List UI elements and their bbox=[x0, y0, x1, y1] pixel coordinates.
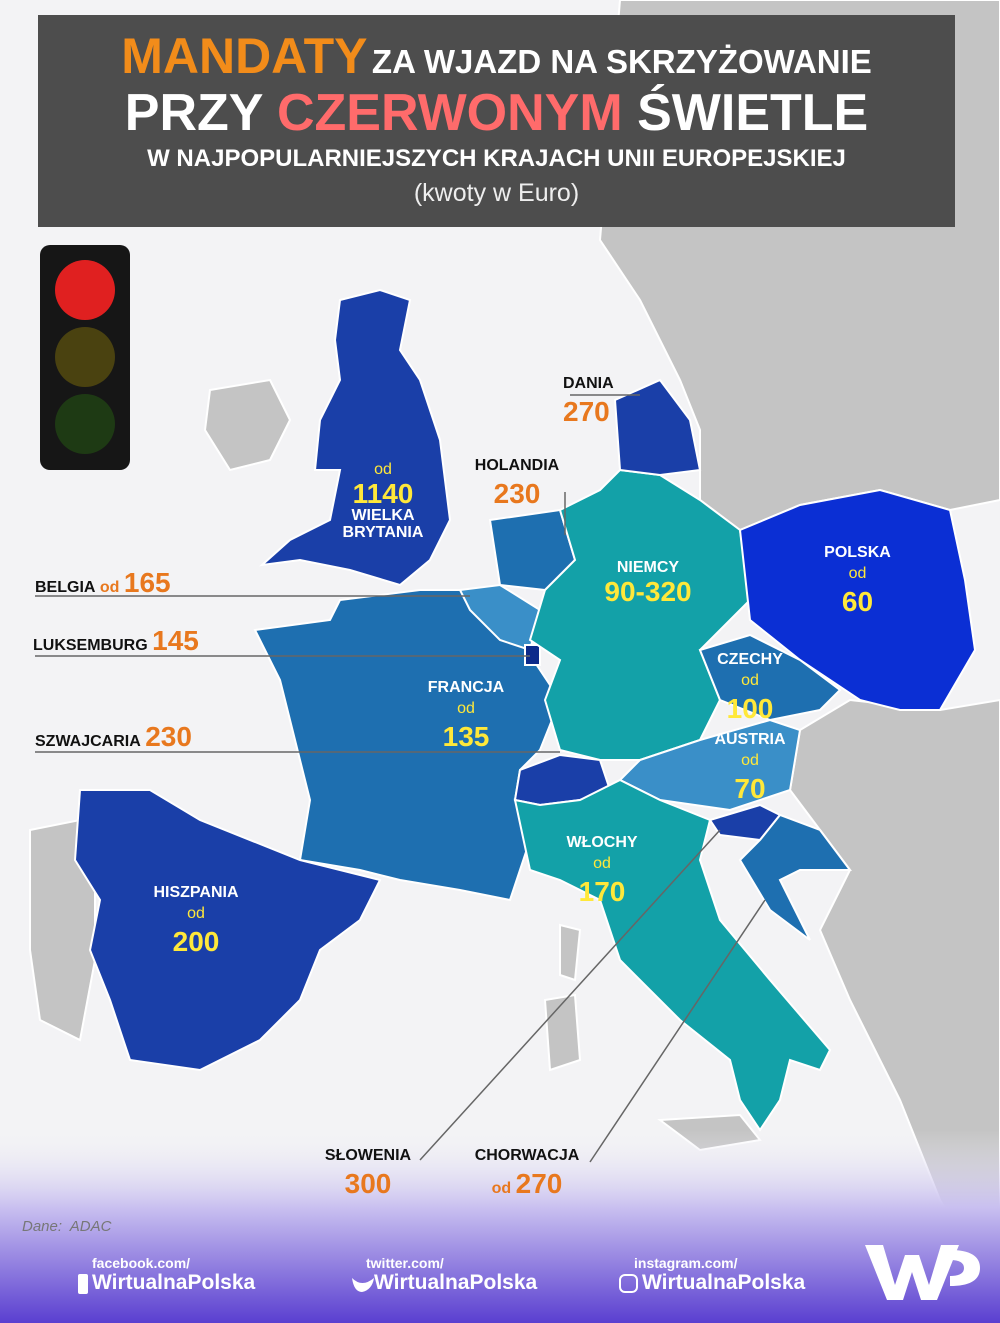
social: instagram.com/WirtualnaPolska bbox=[620, 1255, 805, 1295]
social: facebook.com/WirtualnaPolska bbox=[78, 1255, 255, 1295]
country-name: POLSKA bbox=[824, 544, 891, 561]
value-line: od 270 bbox=[467, 1169, 587, 1198]
prefix: od bbox=[374, 461, 392, 478]
prefix: od bbox=[741, 751, 759, 769]
country-name: HISZPANIA bbox=[153, 884, 239, 901]
fine-value: 230 bbox=[493, 477, 541, 509]
prefix: od bbox=[848, 564, 867, 582]
prefix: od bbox=[741, 671, 759, 689]
luxembourg bbox=[524, 644, 541, 666]
social-label: facebook.com/ bbox=[92, 1255, 191, 1271]
country-label: WŁOCHY od 170 bbox=[527, 834, 677, 907]
country-name: CHORWACJA bbox=[474, 1147, 580, 1164]
social: twitter.com/WirtualnaPolska bbox=[352, 1255, 537, 1295]
social-label: instagram.com/ bbox=[634, 1255, 738, 1271]
country-label: SZWAJCARIA 230 bbox=[35, 722, 192, 751]
wp-logo bbox=[865, 1245, 980, 1300]
value-line: 300 bbox=[308, 1169, 428, 1198]
fine-value: 270 bbox=[515, 1167, 563, 1199]
country-label: CHORWACJA od 270 bbox=[467, 1147, 587, 1198]
fine-value: 270 bbox=[563, 395, 610, 427]
czechia bbox=[698, 633, 842, 722]
country-name: WIELKA BRYTANIA bbox=[342, 507, 424, 541]
fine-value: 145 bbox=[152, 625, 199, 656]
country-name: WŁOCHY bbox=[566, 834, 638, 851]
fine-value: 90-320 bbox=[604, 575, 692, 607]
fine-value: 60 bbox=[841, 585, 874, 617]
fine-value: 70 bbox=[734, 772, 766, 804]
source: Dane: ADAC bbox=[22, 1218, 112, 1235]
country-name: SZWAJCARIA bbox=[35, 733, 141, 750]
prefix: od bbox=[593, 854, 611, 872]
fine-value: 300 bbox=[344, 1167, 392, 1199]
country-label: HISZPANIA od 200 bbox=[126, 884, 266, 957]
social-handle: WirtualnaPolska bbox=[374, 1271, 538, 1294]
title-word: MANDATY bbox=[121, 28, 368, 84]
country-name: BELGIA bbox=[35, 579, 96, 596]
title-text: ZA WJAZD NA SKRZYŻOWANIE bbox=[371, 43, 872, 80]
fine-value: 170 bbox=[578, 875, 626, 907]
fine-value: 230 bbox=[145, 721, 192, 752]
country-label: POLSKA od 60 bbox=[800, 544, 915, 617]
unit-note: (kwoty w Euro) bbox=[413, 179, 580, 207]
country-name: HOLANDIA bbox=[474, 457, 560, 474]
country-label: CZECHY od 100 bbox=[690, 651, 810, 724]
country-name: FRANCJA bbox=[427, 679, 505, 696]
fine-value: 200 bbox=[172, 925, 220, 957]
prefix: od bbox=[99, 579, 120, 596]
value-line: 270 bbox=[563, 397, 614, 426]
country-name: LUKSEMBURG bbox=[33, 637, 148, 654]
value-line: 230 bbox=[467, 479, 567, 508]
fine-value: 135 bbox=[442, 720, 490, 752]
uk bbox=[258, 288, 452, 587]
subtitle: W NAJPOPULARNIEJSZYCH KRAJACH UNII EUROP… bbox=[147, 145, 846, 172]
traffic-light bbox=[40, 245, 130, 470]
country-name: NIEMCY bbox=[616, 559, 680, 576]
country-label: AUSTRIA od 70 bbox=[690, 731, 810, 804]
fine-value: 1140 bbox=[352, 477, 414, 509]
country-label: BELGIA od 165 bbox=[35, 568, 171, 597]
prefix: od bbox=[187, 904, 205, 922]
country-label: DANIA 270 bbox=[563, 375, 614, 426]
country-name: DANIA bbox=[563, 375, 614, 392]
title-word: ŚWIETLE bbox=[637, 84, 869, 142]
country-label: HOLANDIA 230 bbox=[467, 457, 567, 508]
leader-lines bbox=[35, 394, 766, 1163]
italy bbox=[513, 778, 832, 1132]
title-word: PRZY bbox=[124, 84, 263, 142]
fine-value: 100 bbox=[726, 692, 774, 724]
social-handle: WirtualnaPolska bbox=[642, 1271, 806, 1294]
country-label: FRANCJA od 135 bbox=[406, 679, 526, 752]
croatia bbox=[738, 813, 852, 941]
footer-band bbox=[0, 1130, 1000, 1323]
social-icons bbox=[78, 1274, 638, 1294]
spain bbox=[73, 789, 382, 1072]
country-label: SŁOWENIA 300 bbox=[308, 1147, 428, 1198]
country-label: od 1140 WIELKA BRYTANIA bbox=[328, 461, 438, 542]
country-label: LUKSEMBURG 145 bbox=[33, 626, 199, 655]
country-name: CZECHY bbox=[717, 651, 783, 668]
fine-value: 165 bbox=[123, 567, 171, 598]
social-handle: WirtualnaPolska bbox=[92, 1271, 256, 1294]
prefix: od bbox=[491, 1179, 512, 1197]
country-label: NIEMCY 90-320 bbox=[588, 559, 708, 607]
social-label: twitter.com/ bbox=[366, 1255, 444, 1271]
country-name: SŁOWENIA bbox=[324, 1147, 412, 1164]
country-name: AUSTRIA bbox=[714, 731, 786, 748]
poland bbox=[738, 488, 977, 711]
header: MANDATY ZA WJAZD NA SKRZYŻOWANIE PRZY CZ… bbox=[38, 15, 955, 227]
denmark bbox=[613, 378, 702, 477]
title-word: CZERWONYM bbox=[276, 84, 623, 142]
prefix: od bbox=[457, 699, 475, 717]
countries bbox=[73, 288, 977, 1132]
